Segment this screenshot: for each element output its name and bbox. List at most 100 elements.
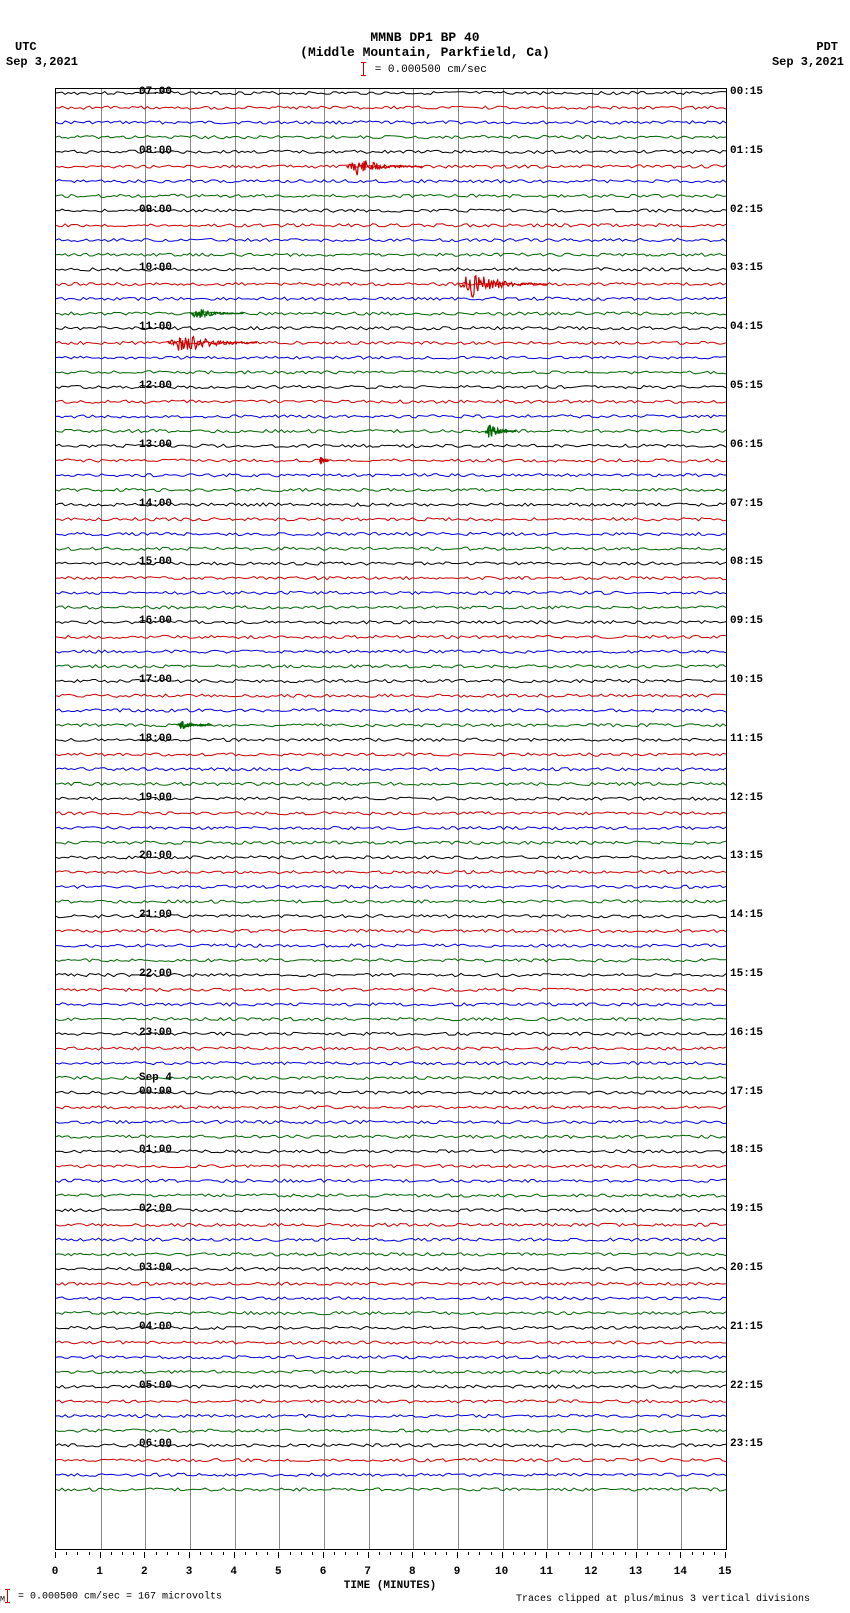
scale-bar-icon (363, 62, 364, 76)
x-minor-tick (256, 1552, 257, 1555)
pdt-hour-label: 03:15 (730, 262, 763, 274)
x-minor-tick (468, 1552, 469, 1555)
utc-hour-label: 19:00 (139, 792, 172, 804)
x-tick-label: 14 (674, 1566, 687, 1578)
seismic-trace (56, 415, 726, 418)
x-tick-label: 8 (409, 1566, 416, 1578)
x-minor-tick (535, 1552, 536, 1555)
utc-hour-label: 14:00 (139, 498, 172, 510)
x-minor-tick (424, 1552, 425, 1555)
seismic-trace (56, 1297, 726, 1300)
utc-hour-label: 09:00 (139, 204, 172, 216)
seismic-trace (56, 826, 726, 829)
title-line2: (Middle Mountain, Parkfield, Ca) (0, 45, 850, 60)
x-tick-label: 12 (584, 1566, 597, 1578)
x-minor-tick (446, 1552, 447, 1555)
x-tick (725, 1552, 726, 1558)
seismic-trace (56, 841, 726, 844)
x-tick-label: 13 (629, 1566, 642, 1578)
seismic-trace (56, 606, 726, 609)
x-minor-tick (267, 1552, 268, 1555)
seismic-trace (56, 1414, 726, 1417)
seismic-trace (56, 1473, 726, 1476)
x-tick (591, 1552, 592, 1558)
x-minor-tick (524, 1552, 525, 1555)
x-minor-tick (89, 1552, 90, 1555)
seismic-trace (56, 650, 726, 653)
utc-hour-label: 02:00 (139, 1203, 172, 1215)
utc-hour-label: 05:00 (139, 1380, 172, 1392)
x-minor-tick (669, 1552, 670, 1555)
x-tick-label: 3 (186, 1566, 193, 1578)
x-minor-tick (111, 1552, 112, 1555)
scale-label: = 0.000500 cm/sec (0, 60, 850, 76)
x-tick-label: 11 (540, 1566, 553, 1578)
seismic-event (177, 721, 213, 729)
x-tick (412, 1552, 413, 1558)
x-minor-tick (692, 1552, 693, 1555)
x-tick-label: 10 (495, 1566, 508, 1578)
x-tick (55, 1552, 56, 1558)
seismic-trace (56, 885, 726, 888)
seismic-trace (56, 488, 726, 491)
pdt-hour-label: 15:15 (730, 968, 763, 980)
x-axis-title: TIME (MINUTES) (344, 1580, 436, 1592)
x-minor-tick (703, 1552, 704, 1555)
x-tick (368, 1552, 369, 1558)
utc-hour-label: 01:00 (139, 1144, 172, 1156)
seismic-trace (56, 577, 726, 580)
x-tick (100, 1552, 101, 1558)
seismic-trace (56, 988, 726, 991)
utc-hour-label: 15:00 (139, 556, 172, 568)
pdt-hour-label: 23:15 (730, 1438, 763, 1450)
pdt-hour-label: 12:15 (730, 792, 763, 804)
seismic-trace (56, 944, 726, 947)
utc-hour-label: 23:00 (139, 1027, 172, 1039)
seismic-trace (56, 547, 726, 550)
seismic-trace (56, 929, 726, 932)
seismic-trace (56, 959, 726, 962)
seismic-trace (56, 1223, 726, 1226)
pdt-hour-label: 16:15 (730, 1027, 763, 1039)
seismic-trace (56, 665, 726, 668)
x-minor-tick (602, 1552, 603, 1555)
pdt-hour-label: 18:15 (730, 1144, 763, 1156)
x-minor-tick (613, 1552, 614, 1555)
seismic-trace (56, 591, 726, 594)
seismic-trace (56, 694, 726, 697)
x-tick (189, 1552, 190, 1558)
x-minor-tick (156, 1552, 157, 1555)
utc-hour-label: 13:00 (139, 439, 172, 451)
seismic-trace (56, 518, 726, 521)
x-minor-tick (379, 1552, 380, 1555)
seismic-trace (56, 1459, 726, 1462)
x-tick (680, 1552, 681, 1558)
x-minor-tick (334, 1552, 335, 1555)
seismic-trace (56, 1062, 726, 1065)
seismic-event (346, 161, 422, 176)
seismic-trace (56, 768, 726, 771)
pdt-hour-label: 14:15 (730, 909, 763, 921)
seismic-trace (56, 106, 726, 109)
pdt-hour-label: 00:15 (730, 86, 763, 98)
seismic-trace (56, 1106, 726, 1109)
x-axis: TIME (MINUTES) 0123456789101112131415 (55, 1552, 725, 1592)
pdt-hour-label: 20:15 (730, 1262, 763, 1274)
x-minor-tick (435, 1552, 436, 1555)
pdt-hour-label: 05:15 (730, 380, 763, 392)
x-tick-label: 5 (275, 1566, 282, 1578)
seismic-trace (56, 1429, 726, 1432)
x-tick-label: 15 (718, 1566, 731, 1578)
timezone-left: UTC (15, 40, 37, 54)
seismic-trace (56, 871, 726, 874)
seismic-trace (56, 194, 726, 197)
x-tick-label: 4 (230, 1566, 237, 1578)
seismic-trace (56, 1282, 726, 1285)
footer-right: Traces clipped at plus/minus 3 vertical … (516, 1594, 810, 1605)
pdt-hour-label: 09:15 (730, 615, 763, 627)
x-minor-tick (513, 1552, 514, 1555)
pdt-hour-label: 22:15 (730, 1380, 763, 1392)
utc-hour-label: 22:00 (139, 968, 172, 980)
utc-hour-label: 03:00 (139, 1262, 172, 1274)
seismic-trace (56, 459, 726, 462)
